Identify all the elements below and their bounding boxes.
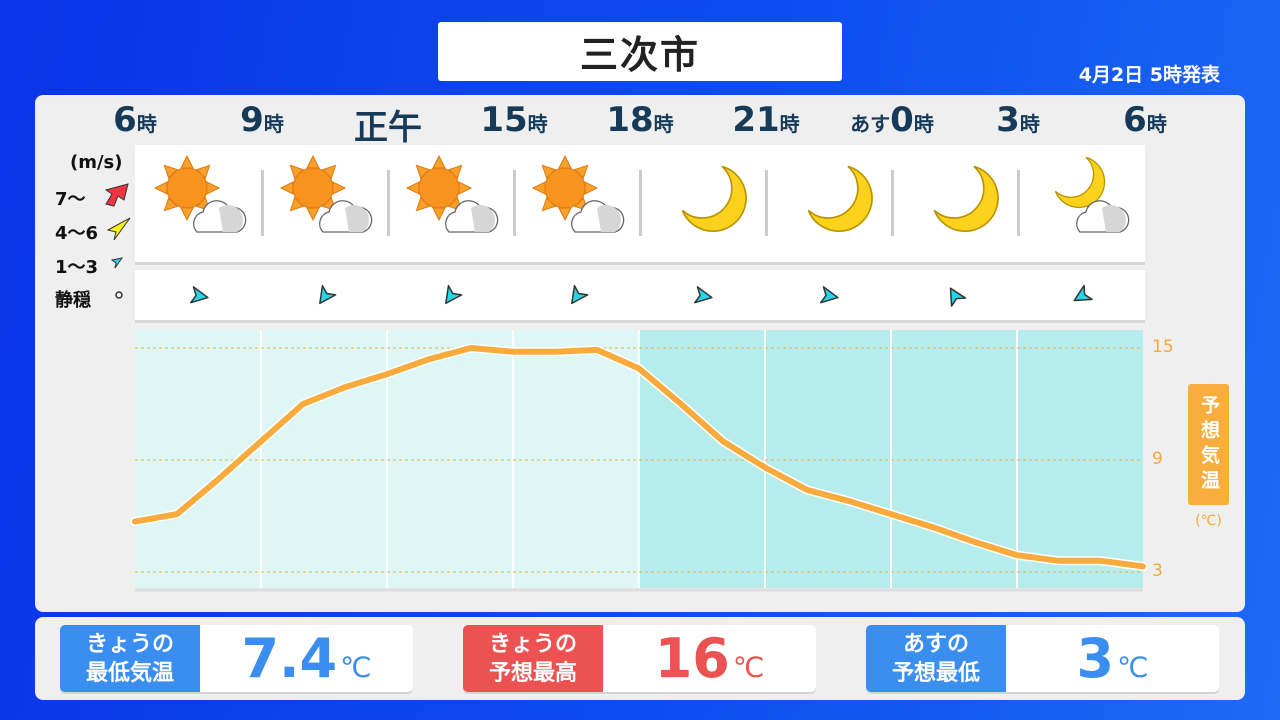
temperature-unit: ℃: [340, 651, 372, 684]
time-value: 0: [890, 100, 914, 140]
time-label: 3時: [953, 100, 1083, 140]
time-label: あす0時: [827, 100, 957, 140]
column-divider: [891, 170, 894, 236]
time-suffix: 時: [1019, 112, 1040, 136]
red-arrow-icon: [104, 183, 129, 207]
cyan-arrow-icon: [110, 257, 124, 269]
wind-arrow-icon: [445, 284, 463, 305]
legend-label: 静穏: [55, 290, 91, 311]
time-suffix: 時: [653, 112, 674, 136]
summary-label-line: あすの: [902, 631, 969, 657]
y-tick-label: 3: [1152, 561, 1163, 581]
time-value: 6: [1123, 100, 1147, 140]
summary-value: 7.4 ℃: [200, 625, 413, 692]
time-label: 15時: [449, 100, 579, 140]
temperature-value: 7.4: [241, 627, 338, 690]
legend-label: 4〜6: [55, 223, 99, 244]
time-label: 18時: [575, 100, 705, 140]
summary-label-line: きょうの: [488, 631, 577, 657]
wind-arrow-icon: [693, 286, 713, 304]
time-value: 21: [732, 100, 780, 140]
sun-cloud-icon: [531, 154, 625, 233]
sun-cloud-icon: [153, 154, 246, 233]
city-title: 三次市: [438, 22, 842, 81]
summary-label: きょうの 最低気温: [60, 625, 200, 692]
temperature-unit: ℃: [732, 651, 765, 684]
moon-icon: [681, 165, 747, 232]
temperature-chart: [130, 330, 1148, 592]
wind-arrow-icon: [189, 286, 209, 304]
summary-label: きょうの 予想最高: [463, 625, 603, 692]
wind-arrow-icon: [319, 284, 337, 305]
column-divider: [1017, 170, 1020, 236]
time-value: 15: [480, 100, 528, 140]
time-value: 9: [240, 100, 264, 140]
time-suffix: 時: [263, 112, 284, 136]
summary-label-line: きょうの: [85, 631, 174, 657]
wind-legend-arrows: [104, 183, 131, 299]
column-divider: [387, 170, 390, 236]
issued-time: 4月2日 5時発表: [1078, 64, 1220, 86]
column-divider: [261, 170, 264, 236]
wind-arrow-icon: [819, 286, 839, 304]
y-axis-label-box: 予想気温: [1188, 384, 1229, 505]
wind-legend-strong: 7〜: [55, 185, 86, 211]
time-value: 6: [113, 100, 137, 140]
time-label: 21時: [701, 100, 831, 140]
wind-arrow-icon: [949, 287, 967, 307]
time-label: 9時: [197, 100, 327, 140]
summary-value: 3 ℃: [1006, 625, 1219, 692]
summary-label: あすの 予想最低: [866, 625, 1006, 692]
yellow-arrow-icon: [106, 217, 131, 241]
y-tick-label: 9: [1152, 449, 1163, 469]
sun-cloud-icon: [279, 154, 373, 233]
y-axis-unit: (℃): [1195, 513, 1222, 529]
summary-label-line: 予想最低: [891, 660, 980, 686]
summary-value: 16 ℃: [603, 625, 816, 692]
moon-cloud-icon: [1054, 156, 1129, 233]
column-divider: [765, 170, 768, 236]
time-label: 正午: [323, 100, 453, 149]
time-suffix: 時: [913, 112, 934, 136]
calm-circle-icon: [115, 291, 123, 299]
wind-row: [135, 270, 1145, 320]
temperature-value: 16: [654, 627, 730, 690]
time-label: 6時: [1080, 100, 1210, 140]
moon-icon: [807, 165, 873, 232]
time-prefix: あす: [850, 112, 891, 136]
summary-label-line: 最低気温: [85, 660, 174, 686]
legend-label: 1〜3: [55, 257, 99, 278]
summary-label-line: 予想最高: [488, 660, 577, 686]
wind-legend-calm: 静穏: [55, 286, 91, 312]
time-suffix: 時: [1146, 112, 1167, 136]
legend-label: 7〜: [55, 189, 86, 210]
time-suffix: 時: [527, 112, 548, 136]
sun-cloud-icon: [405, 154, 499, 233]
wind-legend-light: 1〜3: [55, 253, 98, 279]
moon-icon: [933, 165, 999, 232]
temperature-unit: ℃: [1117, 651, 1149, 684]
time-suffix: 時: [779, 112, 800, 136]
y-tick-label: 15: [1152, 337, 1174, 357]
wind-legend-moderate: 4〜6: [55, 219, 98, 245]
column-divider: [639, 170, 642, 236]
time-value: 正午: [354, 108, 422, 148]
time-value: 3: [996, 100, 1020, 140]
column-divider: [513, 170, 516, 236]
temperature-value: 3: [1076, 627, 1115, 690]
summary-card: きょうの 予想最高 16 ℃: [463, 625, 816, 692]
wind-arrow-icon: [1072, 284, 1093, 302]
y-axis-label: 予想気温: [1198, 394, 1220, 495]
time-label: 6時: [70, 100, 200, 140]
wind-unit: (m/s): [70, 152, 123, 173]
summary-card: あすの 予想最低 3 ℃: [866, 625, 1219, 692]
time-value: 18: [606, 100, 654, 140]
wind-arrow-icon: [571, 284, 589, 305]
summary-card: きょうの 最低気温 7.4 ℃: [60, 625, 413, 692]
time-suffix: 時: [136, 112, 157, 136]
